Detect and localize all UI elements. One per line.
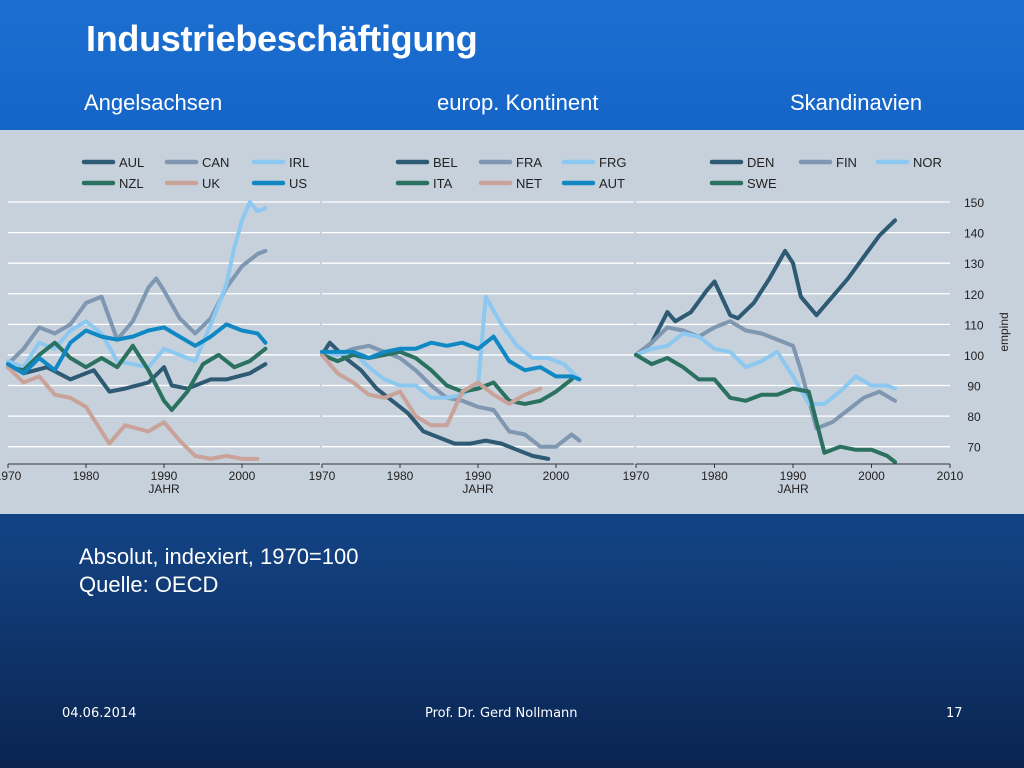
legend-label: FRA — [516, 155, 542, 170]
legend-label: FIN — [836, 155, 857, 170]
x-tick-label: 1990 — [465, 469, 492, 483]
chart-panel: 70 80 90 100 110 120 130 140 150 empind AUL CAN IRL N… — [0, 130, 1024, 514]
legend-label: SWE — [747, 176, 777, 191]
series-line-nzl — [6, 340, 268, 412]
legend-label: DEN — [747, 155, 774, 170]
group-label-skandinavien: Skandinavien — [790, 90, 923, 115]
series-line-irl — [6, 200, 268, 370]
legend-label: NOR — [913, 155, 942, 170]
legend-label: NET — [516, 176, 542, 191]
y-tick-label: 130 — [964, 257, 984, 271]
note-indexed: Absolut, indexiert, 1970=100 — [79, 544, 359, 569]
x-tick-label: 1970 — [0, 469, 22, 483]
legend-label: NZL — [119, 176, 144, 191]
series-line-bel — [320, 340, 551, 461]
legend-label: BEL — [433, 155, 458, 170]
series-line-uk — [6, 365, 260, 461]
y-tick-label: 140 — [964, 227, 984, 241]
series-line-fin — [634, 319, 897, 431]
group-label-angelsachsen: Angelsachsen — [84, 90, 223, 115]
x-tick-label: 1970 — [623, 469, 650, 483]
x-tick-label: 1980 — [73, 469, 100, 483]
y-tick-label: 70 — [967, 441, 981, 455]
y-tick-label: 100 — [964, 349, 984, 363]
series-line-us — [6, 322, 268, 376]
series-line-nor — [634, 331, 897, 406]
group-label-kontinent: europ. Kontinent — [437, 90, 599, 115]
x-axis-label: JAHR — [777, 482, 809, 496]
x-tick-label: 1980 — [701, 469, 728, 483]
x-tick-label: 1990 — [151, 469, 178, 483]
x-tick-label: 1970 — [309, 469, 336, 483]
x-tick-label: 1980 — [387, 469, 414, 483]
y-tick-label: 150 — [964, 196, 984, 210]
legend-label: ITA — [433, 176, 453, 191]
x-tick-label: 2000 — [543, 469, 570, 483]
y-tick-label: 110 — [964, 318, 983, 332]
x-tick-label: 2000 — [229, 469, 256, 483]
legend-label: US — [289, 176, 307, 191]
x-axis-label: JAHR — [148, 482, 180, 496]
legend-label: AUL — [119, 155, 144, 170]
employment-chart: 70 80 90 100 110 120 130 140 150 empind AUL CAN IRL N… — [0, 155, 1011, 496]
legend-label: IRL — [289, 155, 309, 170]
legend-label: UK — [202, 176, 220, 191]
y-tick-label: 90 — [967, 380, 981, 394]
series-line-net — [320, 352, 543, 428]
x-tick-label: 2000 — [858, 469, 885, 483]
y-tick-label: 80 — [967, 410, 981, 424]
note-source: Quelle: OECD — [79, 572, 219, 597]
series-line-frg — [320, 294, 582, 400]
series-line-fra — [320, 343, 582, 449]
legend-label: FRG — [599, 155, 626, 170]
series-line-aut — [320, 334, 582, 382]
x-tick-label: 1990 — [780, 469, 807, 483]
series-line-den — [634, 218, 897, 357]
footer-author: Prof. Dr. Gerd Nollmann — [425, 706, 578, 721]
x-axis-label: JAHR — [462, 482, 494, 496]
slide-title: Industriebeschäftigung — [86, 18, 478, 59]
y-axis-label: empind — [997, 312, 1011, 351]
x-tick-label: 2010 — [937, 469, 964, 483]
footer-page-number: 17 — [946, 706, 963, 721]
series-line-swe — [634, 352, 897, 464]
legend-label: AUT — [599, 176, 625, 191]
legend-label: CAN — [202, 155, 229, 170]
footer-date: 04.06.2014 — [62, 706, 137, 721]
y-tick-label: 120 — [964, 288, 984, 302]
